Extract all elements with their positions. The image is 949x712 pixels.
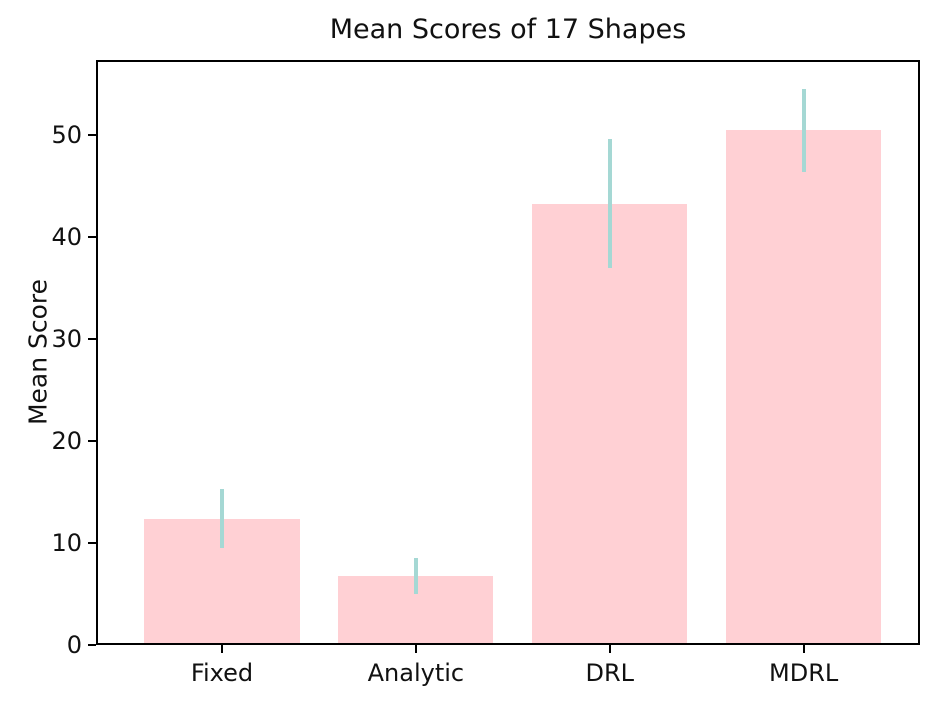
y-tick-mark (88, 236, 96, 239)
y-tick-mark (88, 542, 96, 545)
x-tick-label: Fixed (190, 659, 254, 687)
y-tick-label: 10 (51, 529, 82, 558)
y-tick-mark (88, 644, 96, 646)
x-tick-mark (414, 645, 417, 653)
x-tick-label: DRL (585, 659, 635, 687)
y-axis-label: Mean Score (23, 278, 53, 426)
chart-title: Mean Scores of 17 Shapes (329, 14, 687, 45)
y-tick-mark (88, 338, 96, 341)
x-tick-mark (608, 645, 611, 653)
error-bar-analytic (413, 557, 418, 594)
x-tick-mark (802, 645, 805, 653)
bar-drl (532, 203, 688, 645)
y-tick-label: 0 (66, 631, 82, 659)
x-tick-label: Analytic (367, 659, 465, 687)
bar-mdrl (726, 130, 882, 645)
y-tick-mark (88, 134, 96, 137)
y-tick-label: 40 (51, 223, 82, 252)
y-tick-mark (88, 440, 96, 443)
error-bar-mdrl (801, 88, 806, 173)
y-tick-label: 30 (51, 325, 82, 354)
error-bar-fixed (220, 489, 225, 549)
y-tick-label: 50 (51, 121, 82, 150)
y-tick-label: 20 (51, 427, 82, 456)
x-tick-mark (221, 645, 224, 653)
error-bar-drl (607, 139, 612, 268)
x-tick-label: MDRL (769, 659, 839, 687)
